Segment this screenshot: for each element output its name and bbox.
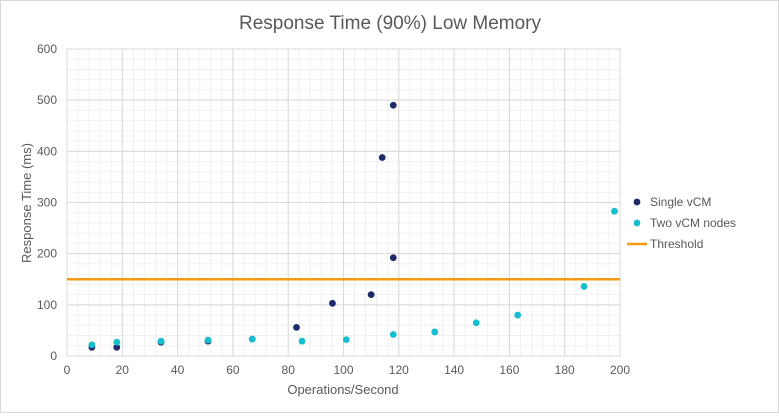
x-tick-label: 20 — [116, 363, 130, 377]
data-point — [389, 331, 397, 338]
x-tick-label: 60 — [226, 363, 240, 377]
data-point — [378, 154, 386, 161]
data-point — [472, 319, 480, 327]
legend: Single vCM Two vCM nodes Threshold — [627, 195, 736, 251]
data-point — [113, 338, 121, 346]
data-point — [293, 323, 300, 331]
data-point — [248, 335, 256, 343]
data-point — [157, 337, 165, 345]
x-tick-label: 80 — [282, 363, 296, 377]
major-gridlines — [66, 48, 621, 357]
data-point — [389, 101, 397, 109]
x-tick-label: 100 — [333, 363, 353, 377]
series-single-vcm — [88, 101, 397, 351]
legend-item: Single vCM — [633, 195, 711, 209]
data-point — [298, 337, 306, 345]
y-tick-label: 300 — [37, 196, 57, 210]
data-point — [514, 311, 522, 319]
plot-border — [66, 48, 621, 357]
data-point — [113, 343, 121, 351]
legend-label: Two vCM nodes — [650, 216, 736, 230]
chart-title: Response Time (90%) Low Memory — [239, 13, 541, 34]
data-point — [580, 283, 588, 290]
x-tick-label: 40 — [171, 363, 185, 377]
x-axis-ticks: 0 20 40 60 80 100 120 140 160 180 200 — [64, 363, 631, 377]
legend-label: Threshold — [650, 237, 703, 251]
x-tick-label: 0 — [64, 363, 71, 377]
y-tick-label: 600 — [37, 42, 57, 56]
y-tick-label: 100 — [37, 298, 57, 312]
data-point — [611, 207, 618, 215]
y-axis-title: Response Time (ms) — [19, 143, 34, 263]
points-layer — [88, 101, 618, 351]
x-tick-label: 180 — [555, 363, 575, 377]
y-tick-label: 500 — [37, 93, 57, 107]
x-axis-title: Operations/Second — [287, 382, 398, 397]
legend-item: Two vCM nodes — [633, 216, 736, 230]
data-point — [329, 299, 336, 307]
y-tick-label: 0 — [50, 349, 57, 363]
data-point — [431, 328, 439, 336]
legend-item: Threshold — [627, 237, 703, 251]
series-two-vcm-nodes — [88, 207, 618, 349]
legend-marker — [633, 198, 641, 206]
data-point — [204, 336, 212, 344]
y-tick-label: 400 — [37, 144, 57, 158]
y-tick-label: 200 — [37, 247, 57, 261]
x-tick-label: 140 — [444, 363, 464, 377]
x-tick-label: 160 — [499, 363, 519, 377]
y-axis-ticks: 0 100 200 300 400 500 600 — [37, 42, 57, 363]
data-point — [88, 341, 96, 349]
plot-area-border — [66, 48, 621, 357]
data-point — [342, 336, 350, 344]
x-tick-label: 120 — [389, 363, 409, 377]
data-point — [389, 254, 397, 262]
data-point — [367, 291, 375, 298]
legend-label: Single vCM — [650, 195, 711, 209]
legend-marker — [633, 219, 641, 227]
x-tick-label: 200 — [610, 363, 630, 377]
